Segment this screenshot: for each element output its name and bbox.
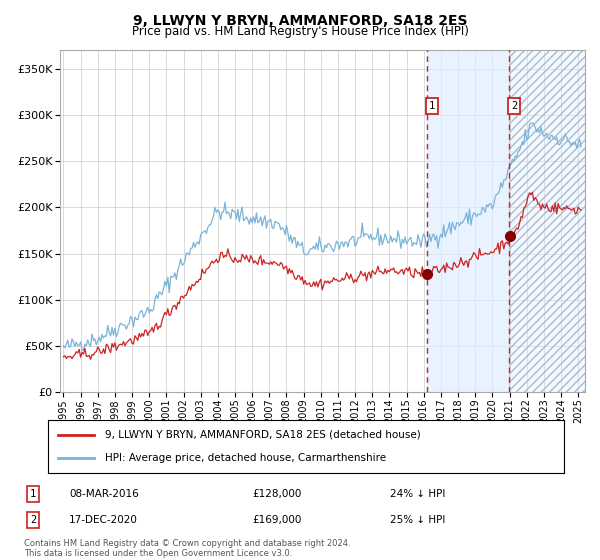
- Text: 2: 2: [511, 101, 517, 111]
- Text: 9, LLWYN Y BRYN, AMMANFORD, SA18 2ES: 9, LLWYN Y BRYN, AMMANFORD, SA18 2ES: [133, 14, 467, 28]
- Bar: [509, 50, 589, 392]
- Text: Contains HM Land Registry data © Crown copyright and database right 2024.: Contains HM Land Registry data © Crown c…: [24, 539, 350, 548]
- Bar: [509, 50, 589, 392]
- Text: 1: 1: [429, 101, 435, 111]
- Text: 24% ↓ HPI: 24% ↓ HPI: [390, 489, 445, 499]
- Text: HPI: Average price, detached house, Carmarthenshire: HPI: Average price, detached house, Carm…: [105, 453, 386, 463]
- Bar: [427, 50, 509, 392]
- Text: 9, LLWYN Y BRYN, AMMANFORD, SA18 2ES (detached house): 9, LLWYN Y BRYN, AMMANFORD, SA18 2ES (de…: [105, 430, 421, 440]
- Text: 25% ↓ HPI: 25% ↓ HPI: [390, 515, 445, 525]
- Text: £128,000: £128,000: [252, 489, 301, 499]
- Text: 17-DEC-2020: 17-DEC-2020: [69, 515, 138, 525]
- Text: Price paid vs. HM Land Registry's House Price Index (HPI): Price paid vs. HM Land Registry's House …: [131, 25, 469, 38]
- Text: This data is licensed under the Open Government Licence v3.0.: This data is licensed under the Open Gov…: [24, 549, 292, 558]
- Text: £169,000: £169,000: [252, 515, 301, 525]
- Text: 08-MAR-2016: 08-MAR-2016: [69, 489, 139, 499]
- Text: 1: 1: [30, 489, 36, 499]
- Text: 2: 2: [30, 515, 36, 525]
